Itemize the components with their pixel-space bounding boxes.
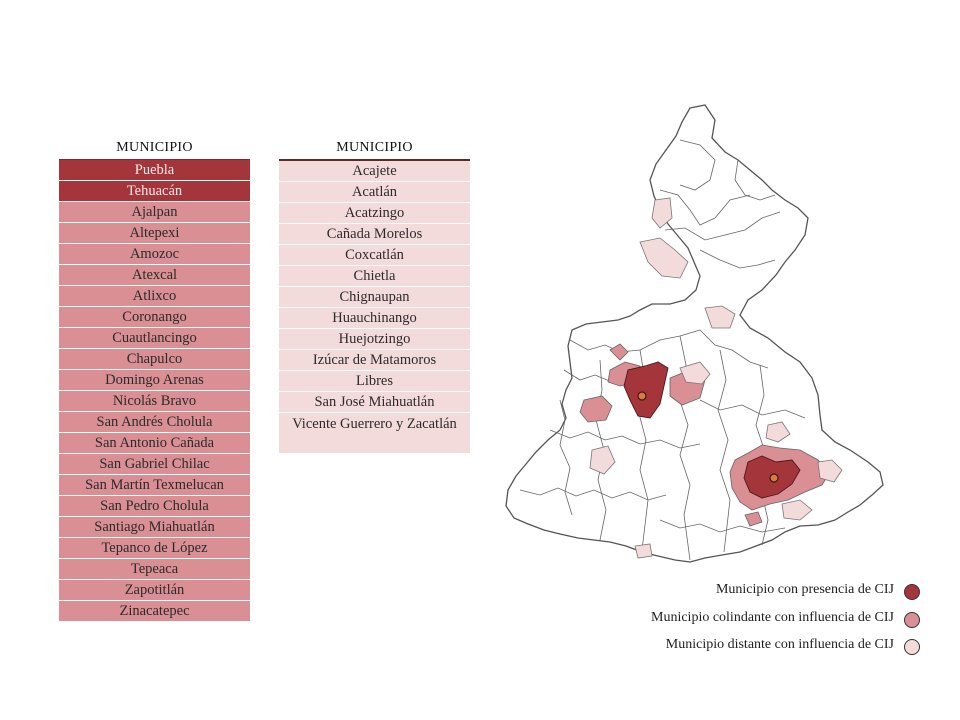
table-row: Amozoc (59, 244, 250, 265)
table-row: Vicente Guerrero y Zacatlán (279, 413, 470, 454)
table-row: San José Miahuatlán (279, 392, 470, 413)
table-row: Altepexi (59, 223, 250, 244)
table-row: Chietla (279, 266, 470, 287)
legend-swatch-adjacent (904, 612, 920, 628)
table-row: Huejotzingo (279, 329, 470, 350)
table-body: Acajete Acatlán Acatzingo Cañada Morelos Cox… (279, 161, 470, 454)
table-row: San Pedro Cholula (59, 496, 250, 517)
cij-marker-tehuacan (769, 473, 779, 483)
table-row: Ajalpan (59, 202, 250, 223)
table-row: Acatzingo (279, 203, 470, 224)
table-row: Coronango (59, 307, 250, 328)
table-row: Cuautlancingo (59, 328, 250, 349)
municipio-table-distant: MUNICIPIO Acajete Acatlán Acatzingo Cañada … (279, 137, 470, 454)
legend-label: Municipio con presencia de CIJ (715, 582, 894, 597)
table-row: Zinacatepec (59, 601, 250, 622)
cij-marker-puebla (637, 391, 647, 401)
table-row: San Gabriel Chilac (59, 454, 250, 475)
table-row: Santiago Miahuatlán (59, 517, 250, 538)
table-header: MUNICIPIO (59, 137, 250, 160)
table-body: Puebla Tehuacán Ajalpan Altepexi Amozoc Atexc… (59, 160, 250, 622)
state-outline (505, 104, 884, 563)
table-row: Acajete (279, 161, 470, 182)
table-row: Tehuacán (59, 181, 250, 202)
table-row: Atlixco (59, 286, 250, 307)
table-row: Libres (279, 371, 470, 392)
table-row: Izúcar de Matamoros (279, 350, 470, 371)
table-row: Chapulco (59, 349, 250, 370)
table-row: Atexcal (59, 265, 250, 286)
legend-label: Municipio colindante con influencia de C… (651, 610, 894, 625)
table-row: Chignaupan (279, 287, 470, 308)
distant-municipalities (589, 197, 843, 559)
table-row: Tepeaca (59, 559, 250, 580)
table-row: Huauchinango (279, 308, 470, 329)
municipal-borders (519, 139, 806, 561)
table-row: Acatlán (279, 182, 470, 203)
table-row: Cañada Morelos (279, 224, 470, 245)
municipio-table-presence: MUNICIPIO Puebla Tehuacán Ajalpan Altepexi A… (59, 137, 250, 622)
table-row: San Martín Texmelucan (59, 475, 250, 496)
table-row: San Andrés Cholula (59, 412, 250, 433)
legend-label: Municipio distante con influencia de CIJ (665, 637, 894, 652)
legend-swatch-presence (904, 584, 920, 600)
table-header: MUNICIPIO (279, 137, 470, 161)
table-row: Zapotitlán (59, 580, 250, 601)
table-row: Domingo Arenas (59, 370, 250, 391)
table-row: Puebla (59, 160, 250, 181)
puebla-municipalities-map (505, 104, 884, 563)
table-row: Nicolás Bravo (59, 391, 250, 412)
legend-swatch-distant (904, 639, 920, 655)
table-row: San Antonio Cañada (59, 433, 250, 454)
table-row: Coxcatlán (279, 245, 470, 266)
table-row: Tepanco de López (59, 538, 250, 559)
